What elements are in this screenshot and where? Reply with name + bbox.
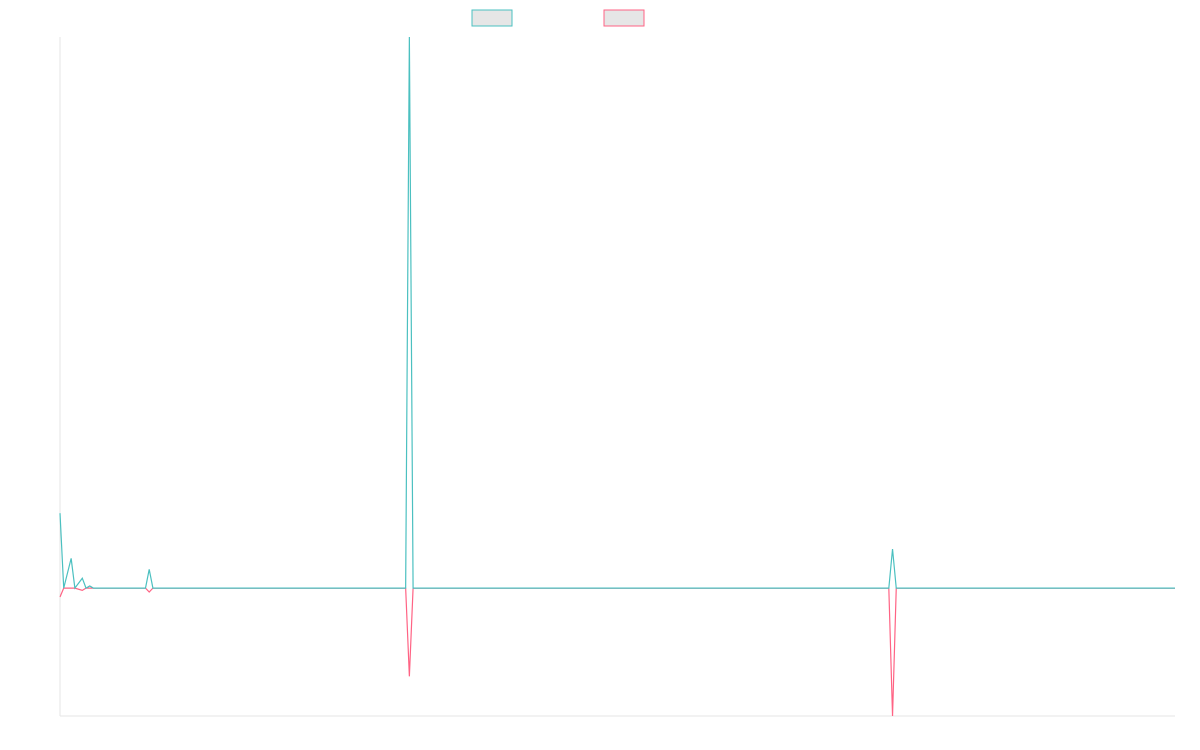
series-line xyxy=(59,36,1175,590)
series-line xyxy=(59,587,1175,717)
legend-swatch xyxy=(603,9,645,27)
legend-swatch xyxy=(471,9,513,27)
